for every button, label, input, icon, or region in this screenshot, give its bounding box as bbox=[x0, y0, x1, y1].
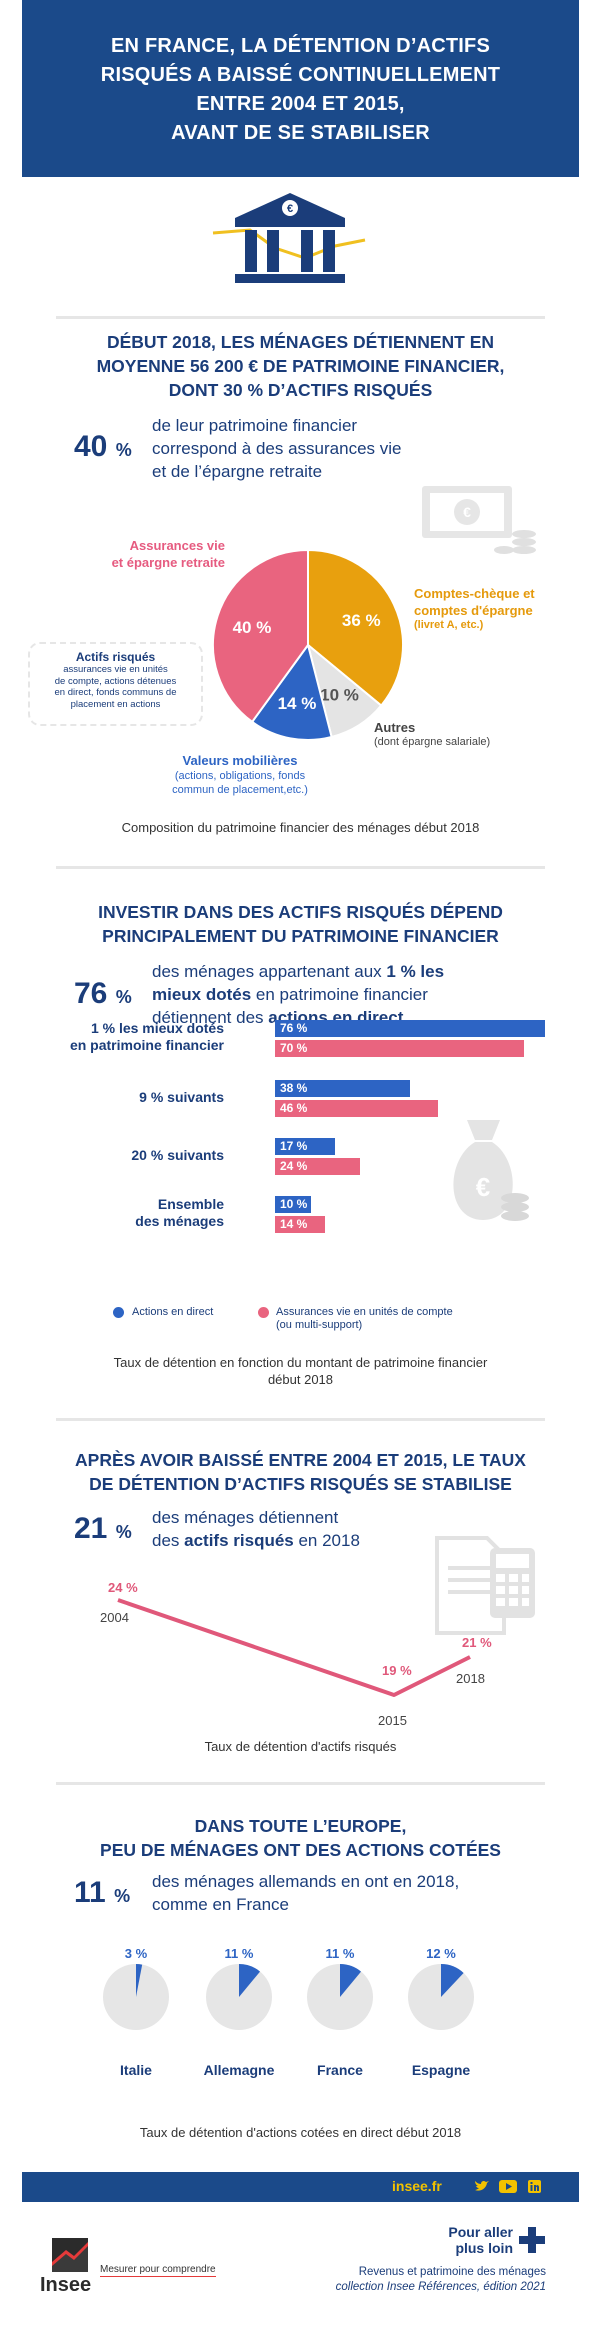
pie-label-valeurs: Valeurs mobilières (actions, obligations… bbox=[172, 753, 308, 796]
eu-pie-slice bbox=[239, 1964, 261, 1997]
eu-pct-label: 11 % bbox=[224, 1946, 254, 1961]
line-point-label: 24 % bbox=[108, 1580, 138, 1595]
section1-caption: Composition du patrimoine financier des … bbox=[121, 820, 480, 835]
line-point-label: 19 % bbox=[382, 1663, 412, 1678]
plus-icon[interactable] bbox=[518, 2226, 546, 2254]
pie-slice-3 bbox=[212, 548, 309, 724]
eu-pct-label: 12 % bbox=[426, 1946, 456, 1961]
banknote-coins-icon: € bbox=[422, 486, 536, 554]
bank-icon: € bbox=[212, 193, 366, 283]
section3-stat: 21 % bbox=[74, 1512, 132, 1545]
detention-bar-chart: 1 % les mieux dotés en patrimoine financi… bbox=[22, 1020, 579, 1280]
line-series bbox=[117, 1598, 471, 1697]
section1-title: DÉBUT 2018, LES MÉNAGES DÉTIENNENT EN MO… bbox=[96, 332, 505, 400]
pie-slice-label-2: 14 % bbox=[278, 694, 317, 713]
eu-pie bbox=[307, 1964, 373, 2030]
eu-pie-slice bbox=[340, 1964, 362, 1997]
legend-dot-blue bbox=[113, 1306, 124, 1318]
legend-dot-pink bbox=[258, 1307, 269, 1318]
linkedin-icon[interactable] bbox=[528, 2180, 541, 2193]
bar-assurances-2: 24 % bbox=[275, 1158, 360, 1175]
section3-title: APRÈS AVOIR BAISSÉ ENTRE 2004 ET 2015, L… bbox=[75, 1450, 526, 1494]
section2-title: INVESTIR DANS DES ACTIFS RISQUÉS DÉPEND … bbox=[98, 902, 503, 946]
patrimoine-pie-chart: 36 % 10 %14 % 40 % bbox=[212, 548, 404, 741]
section4-title: DANS TOUTE L’EUROPE, PEU DE MÉNAGES ONT … bbox=[100, 1816, 501, 1860]
insee-logo-icon bbox=[52, 2238, 88, 2272]
pour-aller-plus-loin[interactable]: Pour aller plus loin bbox=[448, 2224, 513, 2256]
bar-category-label: Ensemble des ménages bbox=[135, 1196, 224, 1229]
section4-stat-text: des ménages allemands en ont en 2018, co… bbox=[152, 1872, 460, 1914]
calculator-document-icon bbox=[435, 1536, 535, 1635]
bar-actions-3: 10 % bbox=[275, 1196, 311, 1213]
europe-pies: 3 % Italie 11 % Allemagne 11 % France 12 % Espa… bbox=[0, 1940, 601, 2090]
eu-country-label: France bbox=[317, 2062, 363, 2078]
pie-label-assurances: Assurances vie et épargne retraite bbox=[111, 538, 225, 570]
bar-category-label: 9 % suivants bbox=[139, 1089, 224, 1105]
twitter-icon[interactable] bbox=[475, 2180, 489, 2192]
insee-tagline: Mesurer pour comprendre bbox=[100, 2264, 216, 2277]
divider bbox=[56, 1782, 545, 1785]
section2-caption: Taux de détention en fonction du montant… bbox=[113, 1355, 488, 1387]
bar-assurances-1: 46 % bbox=[275, 1100, 438, 1117]
eu-pct-label: 3 % bbox=[124, 1946, 148, 1961]
eu-pct-label: 11 % bbox=[325, 1946, 355, 1961]
pie-slice-label-1: 10 % bbox=[320, 686, 359, 705]
bar-category-label: 1 % les mieux dotés en patrimoine financi… bbox=[69, 1020, 224, 1053]
eu-country-label: Espagne bbox=[411, 2062, 471, 2078]
eu-pie bbox=[206, 1964, 272, 2030]
eu-pie bbox=[103, 1964, 169, 2030]
divider bbox=[56, 1418, 545, 1421]
line-point-label: 21 % bbox=[462, 1635, 492, 1650]
footer-bar: insee.fr bbox=[22, 2172, 579, 2202]
pie-slice-label-0: 36 % bbox=[342, 611, 381, 630]
bar-assurances-0: 70 % bbox=[275, 1040, 524, 1057]
svg-text:€: € bbox=[476, 1172, 490, 1202]
section3-stat-text: des ménages détiennent des actifs risqué… bbox=[152, 1508, 360, 1550]
pie-label-comptes: Comptes-chèque et comptes d'épargne (liv… bbox=[414, 586, 535, 631]
eu-pie-slice bbox=[136, 1964, 143, 1997]
svg-text:€: € bbox=[463, 504, 471, 520]
pie-label-autres: Autres (dont épargne salariale) bbox=[374, 720, 491, 748]
bar-category-label: 20 % suivants bbox=[131, 1147, 224, 1163]
legend-blue: Actions en direct bbox=[113, 1306, 213, 1318]
pie-slice-0 bbox=[307, 548, 404, 707]
section1-stat-text: de leur patrimoine financier correspond … bbox=[152, 416, 402, 481]
section4-stat: 11 % bbox=[74, 1876, 131, 1909]
bar-actions-0: 76 % bbox=[275, 1020, 545, 1037]
pie-slice-label-3: 40 % bbox=[233, 618, 272, 637]
section3-caption: Taux de détention d'actifs risqués bbox=[204, 1739, 397, 1754]
eu-pie bbox=[408, 1964, 474, 2030]
section1-stat: 40 % bbox=[74, 430, 132, 463]
money-bag-icon: € bbox=[453, 1120, 529, 1221]
site-link[interactable]: insee.fr bbox=[392, 2178, 442, 2194]
bar-actions-1: 38 % bbox=[275, 1080, 410, 1097]
reference[interactable]: Revenus et patrimoine des ménages collec… bbox=[335, 2266, 546, 2293]
eu-country-label: Italie bbox=[120, 2062, 152, 2078]
section2-stat-text: des ménages appartenant aux 1 % les mieu… bbox=[152, 962, 445, 1027]
section4-caption: Taux de détention d'actions cotées en di… bbox=[139, 2125, 462, 2140]
insee-logo-text: Insee bbox=[40, 2274, 92, 2296]
line-year-label: 2015 bbox=[378, 1713, 407, 1728]
divider bbox=[56, 866, 545, 869]
line-year-label: 2018 bbox=[456, 1671, 485, 1686]
eu-pie-slice bbox=[441, 1964, 464, 1997]
section2-stat: 76 % bbox=[74, 977, 132, 1010]
actifs-risques-note: Actifs risqués assurances vie en unités … bbox=[28, 642, 203, 726]
bar-assurances-3: 14 % bbox=[275, 1216, 325, 1233]
risk-line-chart: 24 % 2004 19 % 2015 21 % 2018 bbox=[100, 1580, 492, 1728]
youtube-icon[interactable] bbox=[499, 2180, 517, 2193]
pie-slice-2 bbox=[250, 642, 333, 741]
eu-country-label: Allemagne bbox=[203, 2062, 275, 2078]
svg-text:€: € bbox=[287, 203, 293, 215]
bar-actions-2: 17 % bbox=[275, 1138, 335, 1155]
main-title: EN FRANCE, LA DÉTENTION D’ACTIFS RISQUÉS… bbox=[22, 0, 579, 177]
line-year-label: 2004 bbox=[100, 1610, 129, 1625]
divider bbox=[56, 316, 545, 319]
legend-pink: Assurances vie en unités de compte (ou m… bbox=[258, 1306, 453, 1332]
